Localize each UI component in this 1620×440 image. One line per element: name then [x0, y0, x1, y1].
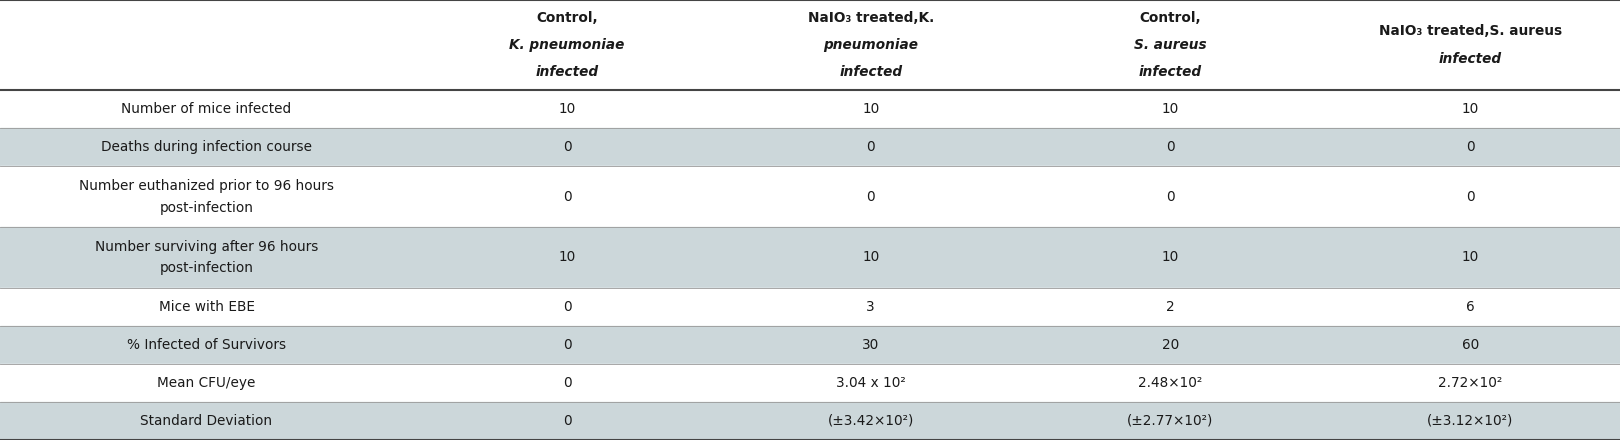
- Text: Deaths during infection course: Deaths during infection course: [100, 140, 313, 154]
- Text: 30: 30: [862, 338, 880, 352]
- Text: 6: 6: [1466, 300, 1474, 314]
- Text: 2.72×10²: 2.72×10²: [1439, 376, 1502, 390]
- Text: S. aureus: S. aureus: [1134, 38, 1207, 52]
- Text: % Infected of Survivors: % Infected of Survivors: [126, 338, 287, 352]
- Text: 10: 10: [559, 250, 575, 264]
- Text: K. pneumoniae: K. pneumoniae: [509, 38, 625, 52]
- Text: 2.48×10²: 2.48×10²: [1139, 376, 1202, 390]
- Text: 10: 10: [862, 102, 880, 116]
- Text: 0: 0: [1466, 140, 1474, 154]
- Text: 10: 10: [1461, 102, 1479, 116]
- Text: 0: 0: [867, 190, 875, 204]
- Text: (±2.77×10²): (±2.77×10²): [1128, 414, 1213, 428]
- Text: 0: 0: [562, 300, 572, 314]
- Text: NaIO₃ treated,K.: NaIO₃ treated,K.: [808, 11, 933, 25]
- Text: 0: 0: [1166, 190, 1174, 204]
- Text: 10: 10: [1162, 250, 1179, 264]
- Text: 0: 0: [1466, 190, 1474, 204]
- Text: 60: 60: [1461, 338, 1479, 352]
- Text: infected: infected: [536, 66, 598, 79]
- Text: 0: 0: [1166, 140, 1174, 154]
- Text: infected: infected: [1139, 66, 1202, 79]
- Bar: [0, 402, 1620, 440]
- Text: 2: 2: [1166, 300, 1174, 314]
- Text: 10: 10: [862, 250, 880, 264]
- Text: 10: 10: [1461, 250, 1479, 264]
- Text: post-infection: post-infection: [159, 201, 254, 215]
- Bar: [0, 90, 1620, 128]
- Text: 10: 10: [559, 102, 575, 116]
- Text: Number surviving after 96 hours: Number surviving after 96 hours: [96, 239, 318, 253]
- Text: 20: 20: [1162, 338, 1179, 352]
- Text: Mean CFU/eye: Mean CFU/eye: [157, 376, 256, 390]
- Text: 0: 0: [562, 376, 572, 390]
- Text: infected: infected: [839, 66, 902, 79]
- Bar: [0, 166, 1620, 227]
- Text: Control,: Control,: [1139, 11, 1202, 25]
- Bar: [0, 364, 1620, 402]
- Bar: [0, 288, 1620, 326]
- Bar: [0, 128, 1620, 166]
- Text: 3: 3: [867, 300, 875, 314]
- Text: Number euthanized prior to 96 hours: Number euthanized prior to 96 hours: [79, 179, 334, 193]
- Text: Control,: Control,: [536, 11, 598, 25]
- Text: 10: 10: [1162, 102, 1179, 116]
- Text: Standard Deviation: Standard Deviation: [141, 414, 272, 428]
- Text: 0: 0: [562, 414, 572, 428]
- Text: NaIO₃ treated,S. aureus: NaIO₃ treated,S. aureus: [1379, 25, 1562, 38]
- Text: 0: 0: [867, 140, 875, 154]
- Bar: [0, 227, 1620, 288]
- Text: post-infection: post-infection: [159, 261, 254, 275]
- Text: (±3.12×10²): (±3.12×10²): [1427, 414, 1513, 428]
- Text: 3.04 x 10²: 3.04 x 10²: [836, 376, 906, 390]
- Bar: [0, 0, 1620, 90]
- Text: 0: 0: [562, 140, 572, 154]
- Text: infected: infected: [1439, 52, 1502, 66]
- Text: (±3.42×10²): (±3.42×10²): [828, 414, 914, 428]
- Text: Number of mice infected: Number of mice infected: [122, 102, 292, 116]
- Text: 0: 0: [562, 190, 572, 204]
- Text: Mice with EBE: Mice with EBE: [159, 300, 254, 314]
- Text: pneumoniae: pneumoniae: [823, 38, 919, 52]
- Text: 0: 0: [562, 338, 572, 352]
- Bar: [0, 326, 1620, 364]
